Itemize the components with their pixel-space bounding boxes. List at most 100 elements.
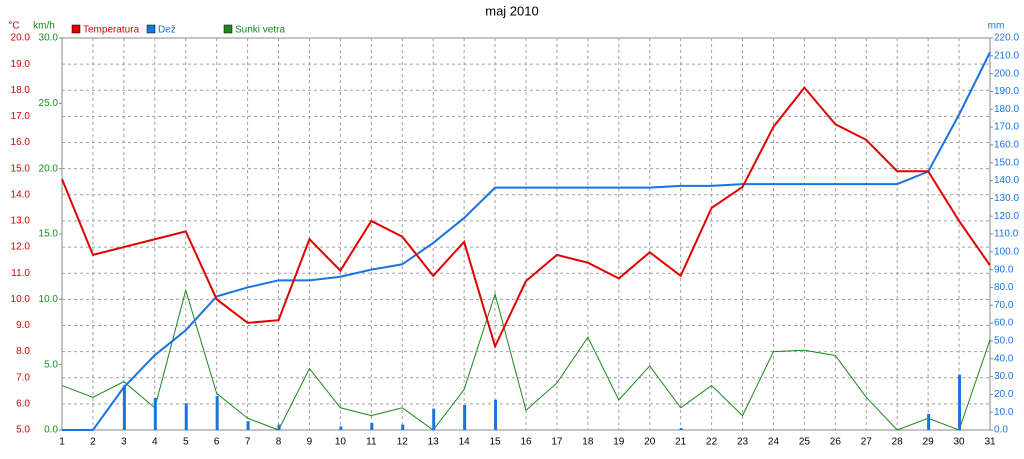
- series-line: [61, 86, 991, 350]
- rain-bar: [401, 424, 405, 430]
- y2-tick-label: 30.0: [994, 371, 1014, 382]
- y2-tick-label: 200.0: [994, 68, 1019, 79]
- rain-bar: [246, 421, 250, 430]
- x-tick-label: 20: [644, 437, 656, 448]
- rain-bar: [463, 405, 467, 430]
- y3-tick-label: 20.0: [39, 163, 59, 174]
- y2-tick-label: 60.0: [994, 318, 1014, 329]
- y2-tick-label: 210.0: [994, 50, 1019, 61]
- y-tick-label: 14.0: [11, 189, 31, 200]
- chart-title: maj 2010: [485, 3, 538, 18]
- x-tick-label: 24: [768, 437, 780, 448]
- rain-bar: [927, 413, 931, 430]
- x-tick-label: 4: [152, 437, 158, 448]
- y-tick-label: 15.0: [11, 163, 31, 174]
- y2-tick-label: 100.0: [994, 246, 1019, 257]
- legend-swatch: [71, 24, 81, 34]
- rain-bar: [370, 422, 374, 430]
- y3-tick-label: 0.0: [44, 425, 58, 436]
- x-tick-label: 27: [861, 437, 873, 448]
- legend-label: Dež: [158, 25, 176, 36]
- y2-tick-label: 0.0: [994, 425, 1008, 436]
- legend-swatch: [146, 24, 156, 34]
- y-tick-label: 9.0: [16, 320, 30, 331]
- y-tick-label: 11.0: [11, 268, 30, 279]
- y2-tick-label: 180.0: [994, 104, 1019, 115]
- x-tick-label: 3: [121, 437, 127, 448]
- y2-tick-label: 70.0: [994, 300, 1014, 311]
- y3-unit: km/h: [33, 21, 55, 32]
- y3-tick-label: 15.0: [39, 229, 59, 240]
- rain-bar: [277, 424, 281, 430]
- y2-tick-label: 50.0: [994, 336, 1014, 347]
- y2-tick-label: 150.0: [994, 157, 1019, 168]
- x-tick-label: 8: [276, 437, 282, 448]
- y2-tick-label: 130.0: [994, 193, 1019, 204]
- y2-tick-label: 10.0: [994, 407, 1014, 418]
- x-tick-label: 6: [214, 437, 220, 448]
- rain-bar: [494, 399, 498, 430]
- x-tick-label: 29: [923, 437, 935, 448]
- x-tick-label: 2: [90, 437, 96, 448]
- y-tick-label: 13.0: [11, 216, 31, 227]
- x-tick-label: 30: [954, 437, 966, 448]
- x-tick-label: 17: [551, 437, 563, 448]
- y-tick-label: 16.0: [11, 137, 31, 148]
- x-tick-label: 5: [183, 437, 189, 448]
- y2-tick-label: 120.0: [994, 211, 1019, 222]
- x-tick-label: 16: [520, 437, 532, 448]
- y-tick-label: 6.0: [16, 399, 30, 410]
- x-tick-label: 25: [799, 437, 811, 448]
- y2-tick-label: 110.0: [994, 229, 1019, 240]
- y3-tick-label: 25.0: [39, 98, 59, 109]
- y3-tick-label: 5.0: [44, 359, 58, 370]
- legend-label: Sunki vetra: [235, 25, 285, 36]
- rain-bar: [339, 426, 343, 430]
- x-tick-label: 13: [428, 437, 440, 448]
- y3-tick-label: 10.0: [39, 294, 59, 305]
- rain-bar: [679, 428, 683, 430]
- y3-tick-label: 30.0: [39, 33, 59, 44]
- y2-unit: mm: [988, 21, 1005, 32]
- y-unit: °C: [8, 21, 19, 32]
- y2-tick-label: 140.0: [994, 175, 1019, 186]
- rain-bar: [432, 408, 436, 430]
- series-line: [61, 288, 991, 431]
- x-tick-label: 1: [59, 437, 65, 448]
- x-tick-label: 15: [490, 437, 502, 448]
- plot-area: [61, 37, 991, 431]
- x-tick-label: 18: [582, 437, 594, 448]
- y2-tick-label: 190.0: [994, 86, 1019, 97]
- rain-bar: [958, 374, 962, 430]
- rain-bar: [122, 385, 126, 430]
- x-tick-label: 12: [397, 437, 409, 448]
- x-tick-label: 9: [307, 437, 313, 448]
- y2-tick-label: 160.0: [994, 140, 1019, 151]
- x-tick-label: 7: [245, 437, 251, 448]
- y-tick-label: 18.0: [11, 85, 31, 96]
- x-tick-label: 22: [706, 437, 718, 448]
- x-tick-label: 23: [737, 437, 749, 448]
- x-tick-label: 31: [984, 437, 996, 448]
- x-tick-label: 19: [613, 437, 625, 448]
- y-tick-label: 17.0: [11, 111, 31, 122]
- legend-label: Temperatura: [83, 25, 140, 36]
- x-tick-label: 21: [675, 437, 687, 448]
- y2-tick-label: 170.0: [994, 122, 1019, 133]
- y2-tick-label: 90.0: [994, 264, 1014, 275]
- x-tick-label: 28: [892, 437, 904, 448]
- y2-tick-label: 80.0: [994, 282, 1014, 293]
- rain-bar: [184, 403, 188, 430]
- y-tick-label: 20.0: [11, 33, 31, 44]
- x-tick-label: 10: [335, 437, 347, 448]
- y-tick-label: 10.0: [11, 294, 31, 305]
- y-tick-label: 8.0: [16, 346, 30, 357]
- y2-tick-label: 220.0: [994, 33, 1019, 44]
- series-line: [62, 51, 991, 431]
- x-tick-label: 14: [459, 437, 471, 448]
- x-tick-label: 11: [366, 437, 377, 448]
- rain-bar: [153, 397, 157, 430]
- y2-tick-label: 40.0: [994, 353, 1014, 364]
- y-tick-label: 12.0: [11, 242, 31, 253]
